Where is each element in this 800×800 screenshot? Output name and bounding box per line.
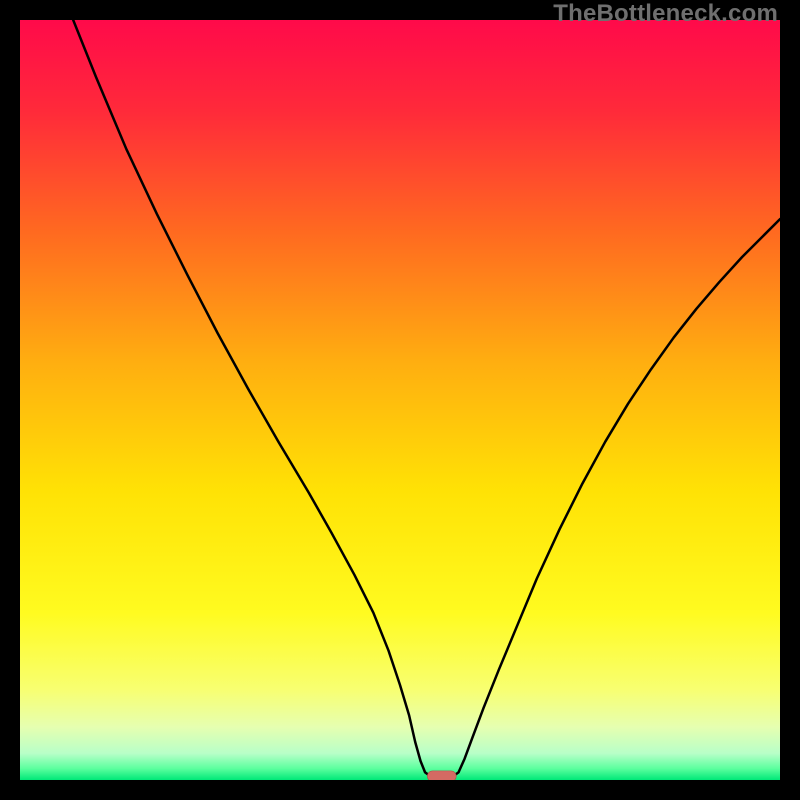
optimal-point-marker bbox=[427, 771, 456, 780]
plot-area bbox=[20, 20, 780, 780]
watermark-text: TheBottleneck.com bbox=[553, 0, 778, 28]
gradient-background bbox=[20, 20, 780, 780]
bottleneck-curve-chart bbox=[20, 20, 780, 780]
chart-frame: TheBottleneck.com bbox=[0, 0, 800, 800]
